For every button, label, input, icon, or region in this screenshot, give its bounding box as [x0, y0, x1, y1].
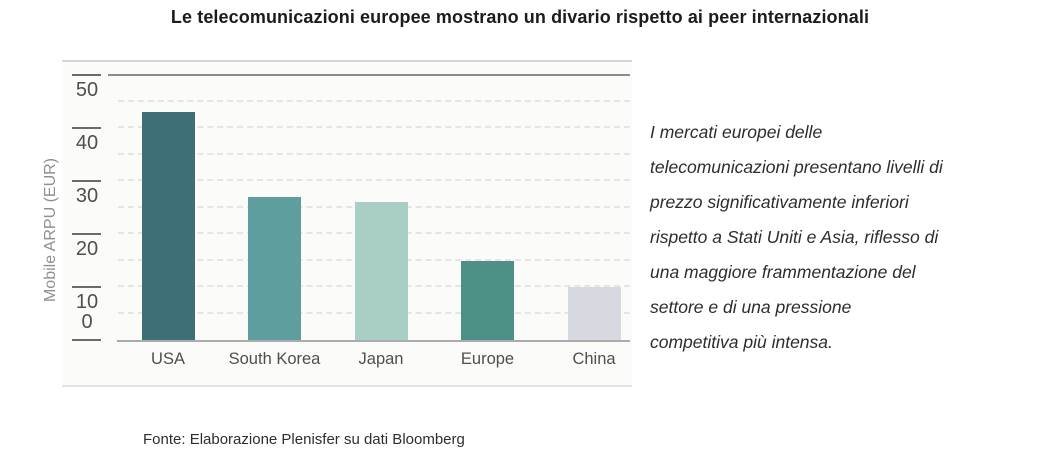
- source-note: Fonte: Elaborazione Plenisfer su dati Bl…: [143, 431, 465, 448]
- arpu-bar-chart: Mobile ARPU (EUR) 0 10 20 30 40 50 USA South K…: [42, 60, 632, 387]
- y-tick-label-40: 40: [75, 132, 99, 154]
- gridline-45: [118, 99, 630, 102]
- gridline-35: [118, 152, 630, 155]
- bar-usa: [141, 112, 195, 340]
- bar-china: [567, 287, 621, 340]
- y-tick-label-50: 50: [75, 79, 99, 101]
- bar-south-korea: [248, 196, 301, 340]
- x-label-south-korea: South Korea: [228, 350, 321, 368]
- gridline-top: [108, 74, 630, 76]
- y-tick-30: [72, 180, 101, 182]
- x-label-china: China: [572, 350, 616, 368]
- page-title: Le telecomunicazioni europee mostrano un…: [170, 7, 870, 27]
- gridline-30: [118, 179, 630, 181]
- y-tick-20: [72, 233, 101, 235]
- y-tick-label-20: 20: [75, 238, 99, 260]
- x-label-japan: Japan: [358, 350, 404, 368]
- y-tick-label-10: 10: [75, 291, 99, 313]
- y-tick-0: [72, 339, 101, 341]
- y-axis: 0 10 20 30 40 50: [62, 62, 117, 385]
- gridline-40: [118, 126, 630, 128]
- x-label-europe: Europe: [460, 350, 515, 368]
- y-tick-10: [72, 286, 101, 288]
- bar-japan: [354, 202, 408, 340]
- y-axis-title: Mobile ARPU (EUR): [42, 157, 59, 303]
- x-label-usa: USA: [151, 350, 185, 368]
- y-tick-50: [72, 74, 101, 76]
- y-tick-40: [72, 127, 101, 129]
- plot-area: USA South Korea Japan Europe China: [108, 74, 630, 368]
- y-tick-label-0: 0: [81, 311, 93, 333]
- bar-europe: [461, 260, 514, 340]
- commentary-text: I mercati europei delle telecomunicazion…: [650, 122, 943, 352]
- y-tick-label-30: 30: [75, 185, 99, 207]
